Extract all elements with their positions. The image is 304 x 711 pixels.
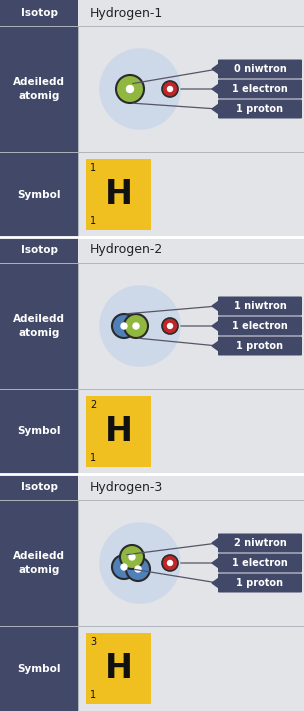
FancyBboxPatch shape [218,336,302,356]
Text: 1 niwtron: 1 niwtron [234,301,286,311]
Bar [0,0,78,26]
Text: Adeiledd
atomig: Adeiledd atomig [13,552,65,574]
Text: Symbol: Symbol [17,427,61,437]
Bar [78,474,304,500]
Bar [78,263,304,389]
Circle shape [120,545,144,569]
Circle shape [126,557,150,581]
Circle shape [124,314,148,338]
Text: Hydrogen-1: Hydrogen-1 [90,6,163,19]
Circle shape [126,85,133,92]
Circle shape [135,566,141,572]
Bar [78,500,304,626]
Text: 1 proton: 1 proton [237,578,284,588]
Polygon shape [212,578,219,588]
Circle shape [168,87,172,92]
FancyBboxPatch shape [218,553,302,572]
Bar [0,152,78,237]
Text: 1 electron: 1 electron [232,321,288,331]
Circle shape [168,324,172,328]
Polygon shape [212,341,219,351]
Circle shape [168,560,172,565]
Text: Hydrogen-3: Hydrogen-3 [90,481,163,493]
Text: H: H [105,178,133,211]
Polygon shape [212,558,219,568]
Circle shape [100,523,180,603]
FancyBboxPatch shape [218,80,302,99]
Text: 1: 1 [90,163,96,173]
Circle shape [100,286,180,366]
Text: H: H [105,652,133,685]
Text: Isotop: Isotop [20,8,57,18]
Bar [78,389,304,474]
Bar [0,500,78,626]
Polygon shape [212,301,219,311]
Circle shape [133,323,139,329]
Bar [78,237,304,263]
Polygon shape [212,104,219,114]
Text: 1 electron: 1 electron [232,84,288,94]
FancyBboxPatch shape [218,533,302,552]
Bar [86,396,151,467]
Bar [0,237,78,263]
Bar [86,159,151,230]
Text: Adeiledd
atomig: Adeiledd atomig [13,77,65,100]
Bar [0,626,78,711]
Text: 2: 2 [90,400,96,410]
Polygon shape [212,84,219,94]
Bar [78,26,304,152]
Bar [0,263,78,389]
Text: 1: 1 [90,690,96,700]
Circle shape [162,81,178,97]
Text: 1: 1 [90,216,96,226]
Circle shape [100,49,180,129]
Circle shape [162,555,178,571]
Circle shape [129,554,135,560]
Circle shape [162,318,178,334]
Circle shape [112,555,136,579]
FancyBboxPatch shape [218,316,302,336]
Text: Adeiledd
atomig: Adeiledd atomig [13,314,65,338]
Polygon shape [212,538,219,548]
Text: Isotop: Isotop [20,245,57,255]
Text: 1 electron: 1 electron [232,558,288,568]
Text: Hydrogen-2: Hydrogen-2 [90,243,163,257]
Circle shape [121,564,127,570]
Bar [0,26,78,152]
Circle shape [116,75,144,103]
Text: H: H [105,415,133,448]
Bar [0,389,78,474]
Bar [86,633,151,704]
Polygon shape [212,321,219,331]
Circle shape [112,314,136,338]
Text: 2 niwtron: 2 niwtron [234,538,286,548]
Bar [78,0,304,26]
Text: 1: 1 [90,453,96,463]
Text: 1 proton: 1 proton [237,341,284,351]
Text: Symbol: Symbol [17,663,61,673]
FancyBboxPatch shape [218,296,302,316]
Text: Isotop: Isotop [20,482,57,492]
FancyBboxPatch shape [218,60,302,78]
Polygon shape [212,64,219,74]
Text: 3: 3 [90,637,96,647]
Text: Symbol: Symbol [17,190,61,200]
Text: 0 niwtron: 0 niwtron [234,64,286,74]
Text: 1 proton: 1 proton [237,104,284,114]
FancyBboxPatch shape [218,574,302,592]
Bar [0,474,78,500]
Bar [78,626,304,711]
FancyBboxPatch shape [218,100,302,119]
Bar [78,152,304,237]
Circle shape [121,323,127,329]
